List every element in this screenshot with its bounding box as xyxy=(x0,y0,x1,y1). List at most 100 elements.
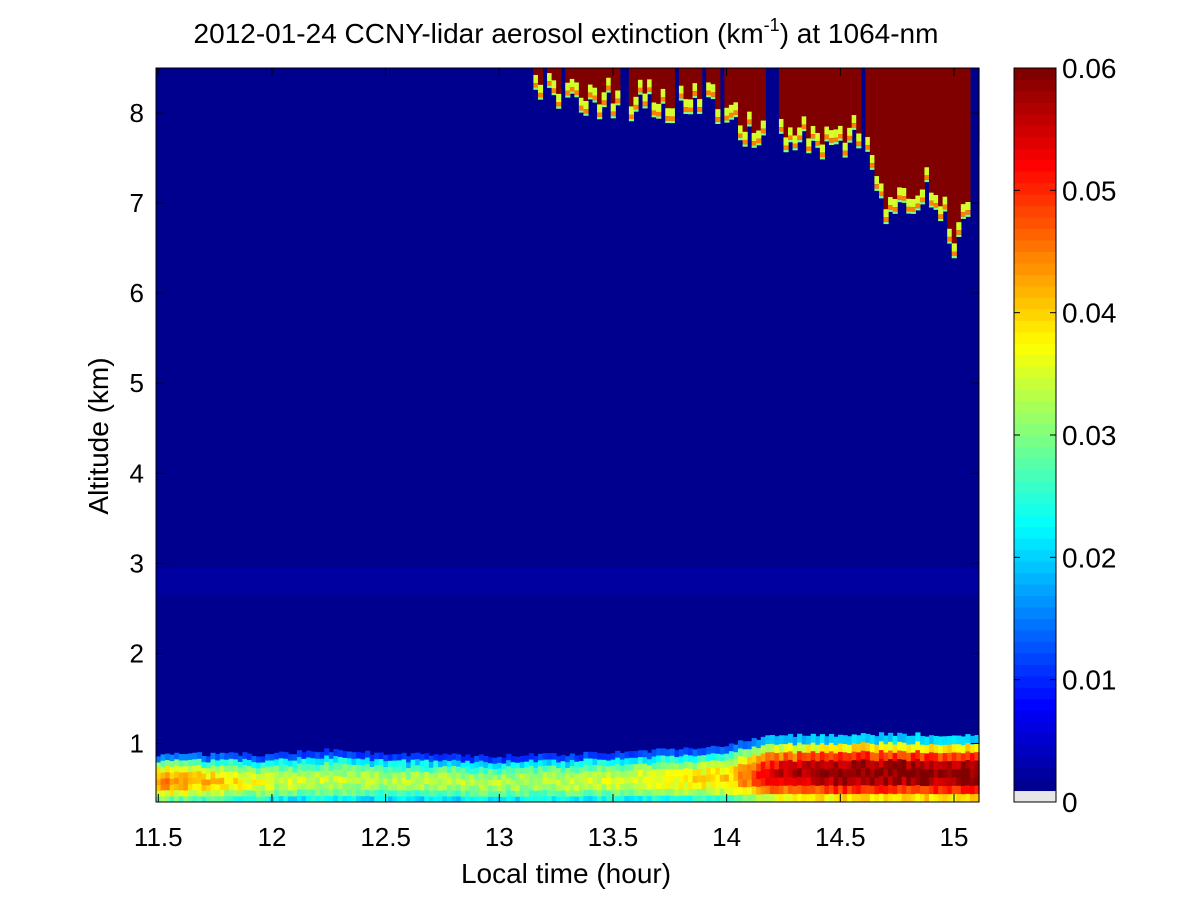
heatmap-cell xyxy=(383,778,389,785)
heatmap-cell xyxy=(919,744,926,753)
heatmap-cell xyxy=(469,796,475,803)
heatmap-cell xyxy=(315,783,321,790)
heatmap-cell xyxy=(928,200,935,206)
heatmap-cell xyxy=(919,793,926,803)
heatmap-cell xyxy=(256,784,262,792)
heatmap-cell xyxy=(669,748,675,756)
heatmap-cell xyxy=(733,780,739,789)
heatmap-cell xyxy=(224,771,230,779)
heatmap-cell xyxy=(769,785,775,795)
heatmap-cell xyxy=(847,785,853,795)
heatmap-cell xyxy=(656,68,662,104)
heatmap-cell xyxy=(838,734,844,744)
heatmap-cell xyxy=(419,790,425,797)
heatmap-cell xyxy=(710,787,716,796)
heatmap-cell xyxy=(956,785,962,795)
heatmap-cell xyxy=(747,771,753,780)
heatmap-cell xyxy=(778,743,785,753)
y-tick-label: 4 xyxy=(130,458,144,488)
heatmap-cell xyxy=(237,755,243,763)
heatmap-cell xyxy=(733,114,739,118)
heatmap-cell xyxy=(938,206,944,215)
heatmap-cell xyxy=(251,756,257,763)
heatmap-cell xyxy=(619,777,625,785)
heatmap-cell xyxy=(942,196,948,205)
heatmap-cell xyxy=(792,785,798,795)
heatmap-cell xyxy=(637,756,644,764)
heatmap-cell xyxy=(547,795,553,803)
heatmap-cell xyxy=(847,760,853,770)
heatmap-cell xyxy=(542,771,548,778)
heatmap-cell xyxy=(756,747,762,756)
heatmap-cell xyxy=(724,746,730,754)
heatmap-cell xyxy=(647,752,653,760)
colorbar-segment xyxy=(1014,171,1056,184)
heatmap-cell xyxy=(415,783,421,791)
heatmap-cell xyxy=(460,779,466,786)
heatmap-cell xyxy=(551,753,557,760)
heatmap-cell xyxy=(842,785,848,795)
heatmap-cell xyxy=(578,110,585,113)
heatmap-cell xyxy=(578,760,585,767)
heatmap-cell xyxy=(765,785,771,795)
heatmap-cell xyxy=(174,765,180,772)
heatmap-cell xyxy=(601,759,607,766)
heatmap-cell xyxy=(633,96,639,105)
heatmap-cell xyxy=(678,762,685,770)
heatmap-cell xyxy=(310,770,316,778)
heatmap-cell xyxy=(301,764,307,772)
heatmap-cell xyxy=(456,760,462,767)
heatmap-cell xyxy=(333,755,339,763)
heatmap-cell xyxy=(806,138,812,147)
heatmap-cell xyxy=(851,68,857,116)
heatmap-cell xyxy=(897,195,903,200)
colorbar-segment xyxy=(1014,159,1056,172)
heatmap-cell xyxy=(874,769,880,778)
heatmap-cell xyxy=(687,754,694,763)
heatmap-cell xyxy=(628,106,635,115)
heatmap-cell xyxy=(169,772,175,779)
heatmap-cell xyxy=(183,754,189,761)
heatmap-cell xyxy=(951,251,957,256)
heatmap-cell xyxy=(574,778,580,785)
heatmap-cell xyxy=(378,789,384,797)
heatmap-cell xyxy=(751,132,757,142)
heatmap-cell xyxy=(919,202,926,205)
heatmap-cell xyxy=(406,756,412,763)
heatmap-cell xyxy=(410,765,416,772)
heatmap-cell xyxy=(633,68,639,97)
heatmap-cell xyxy=(506,765,512,773)
heatmap-cell xyxy=(715,68,721,110)
heatmap-cell xyxy=(560,772,566,779)
heatmap-cell xyxy=(310,764,316,771)
heatmap-cell xyxy=(606,77,612,86)
heatmap-cell xyxy=(246,753,253,761)
heatmap-cell xyxy=(601,92,607,101)
heatmap-cell xyxy=(865,742,871,752)
heatmap-cell xyxy=(156,773,162,780)
heatmap-cell xyxy=(533,74,539,84)
heatmap-cell xyxy=(778,118,785,128)
heatmap-cell xyxy=(828,138,835,143)
heatmap-cell xyxy=(192,765,198,772)
heatmap-cell xyxy=(206,784,212,791)
heatmap-cell xyxy=(965,734,971,743)
heatmap-cell xyxy=(478,790,484,797)
heatmap-cell xyxy=(415,764,421,772)
heatmap-cell xyxy=(651,749,657,757)
heatmap-cell xyxy=(801,124,807,129)
heatmap-cell xyxy=(819,742,826,752)
colorbar-segment xyxy=(1014,400,1056,413)
heatmap-cell xyxy=(460,767,466,774)
heatmap-cell xyxy=(838,134,844,139)
heatmap-cell xyxy=(556,796,562,803)
heatmap-cell xyxy=(478,778,484,785)
heatmap-cell xyxy=(328,795,334,803)
heatmap-cell xyxy=(556,68,562,94)
heatmap-cell xyxy=(878,183,885,192)
heatmap-cell xyxy=(597,117,603,120)
heatmap-cell xyxy=(833,744,839,754)
colorbar-segment xyxy=(1014,240,1056,252)
heatmap-cell xyxy=(942,777,948,786)
heatmap-cell xyxy=(951,68,957,244)
